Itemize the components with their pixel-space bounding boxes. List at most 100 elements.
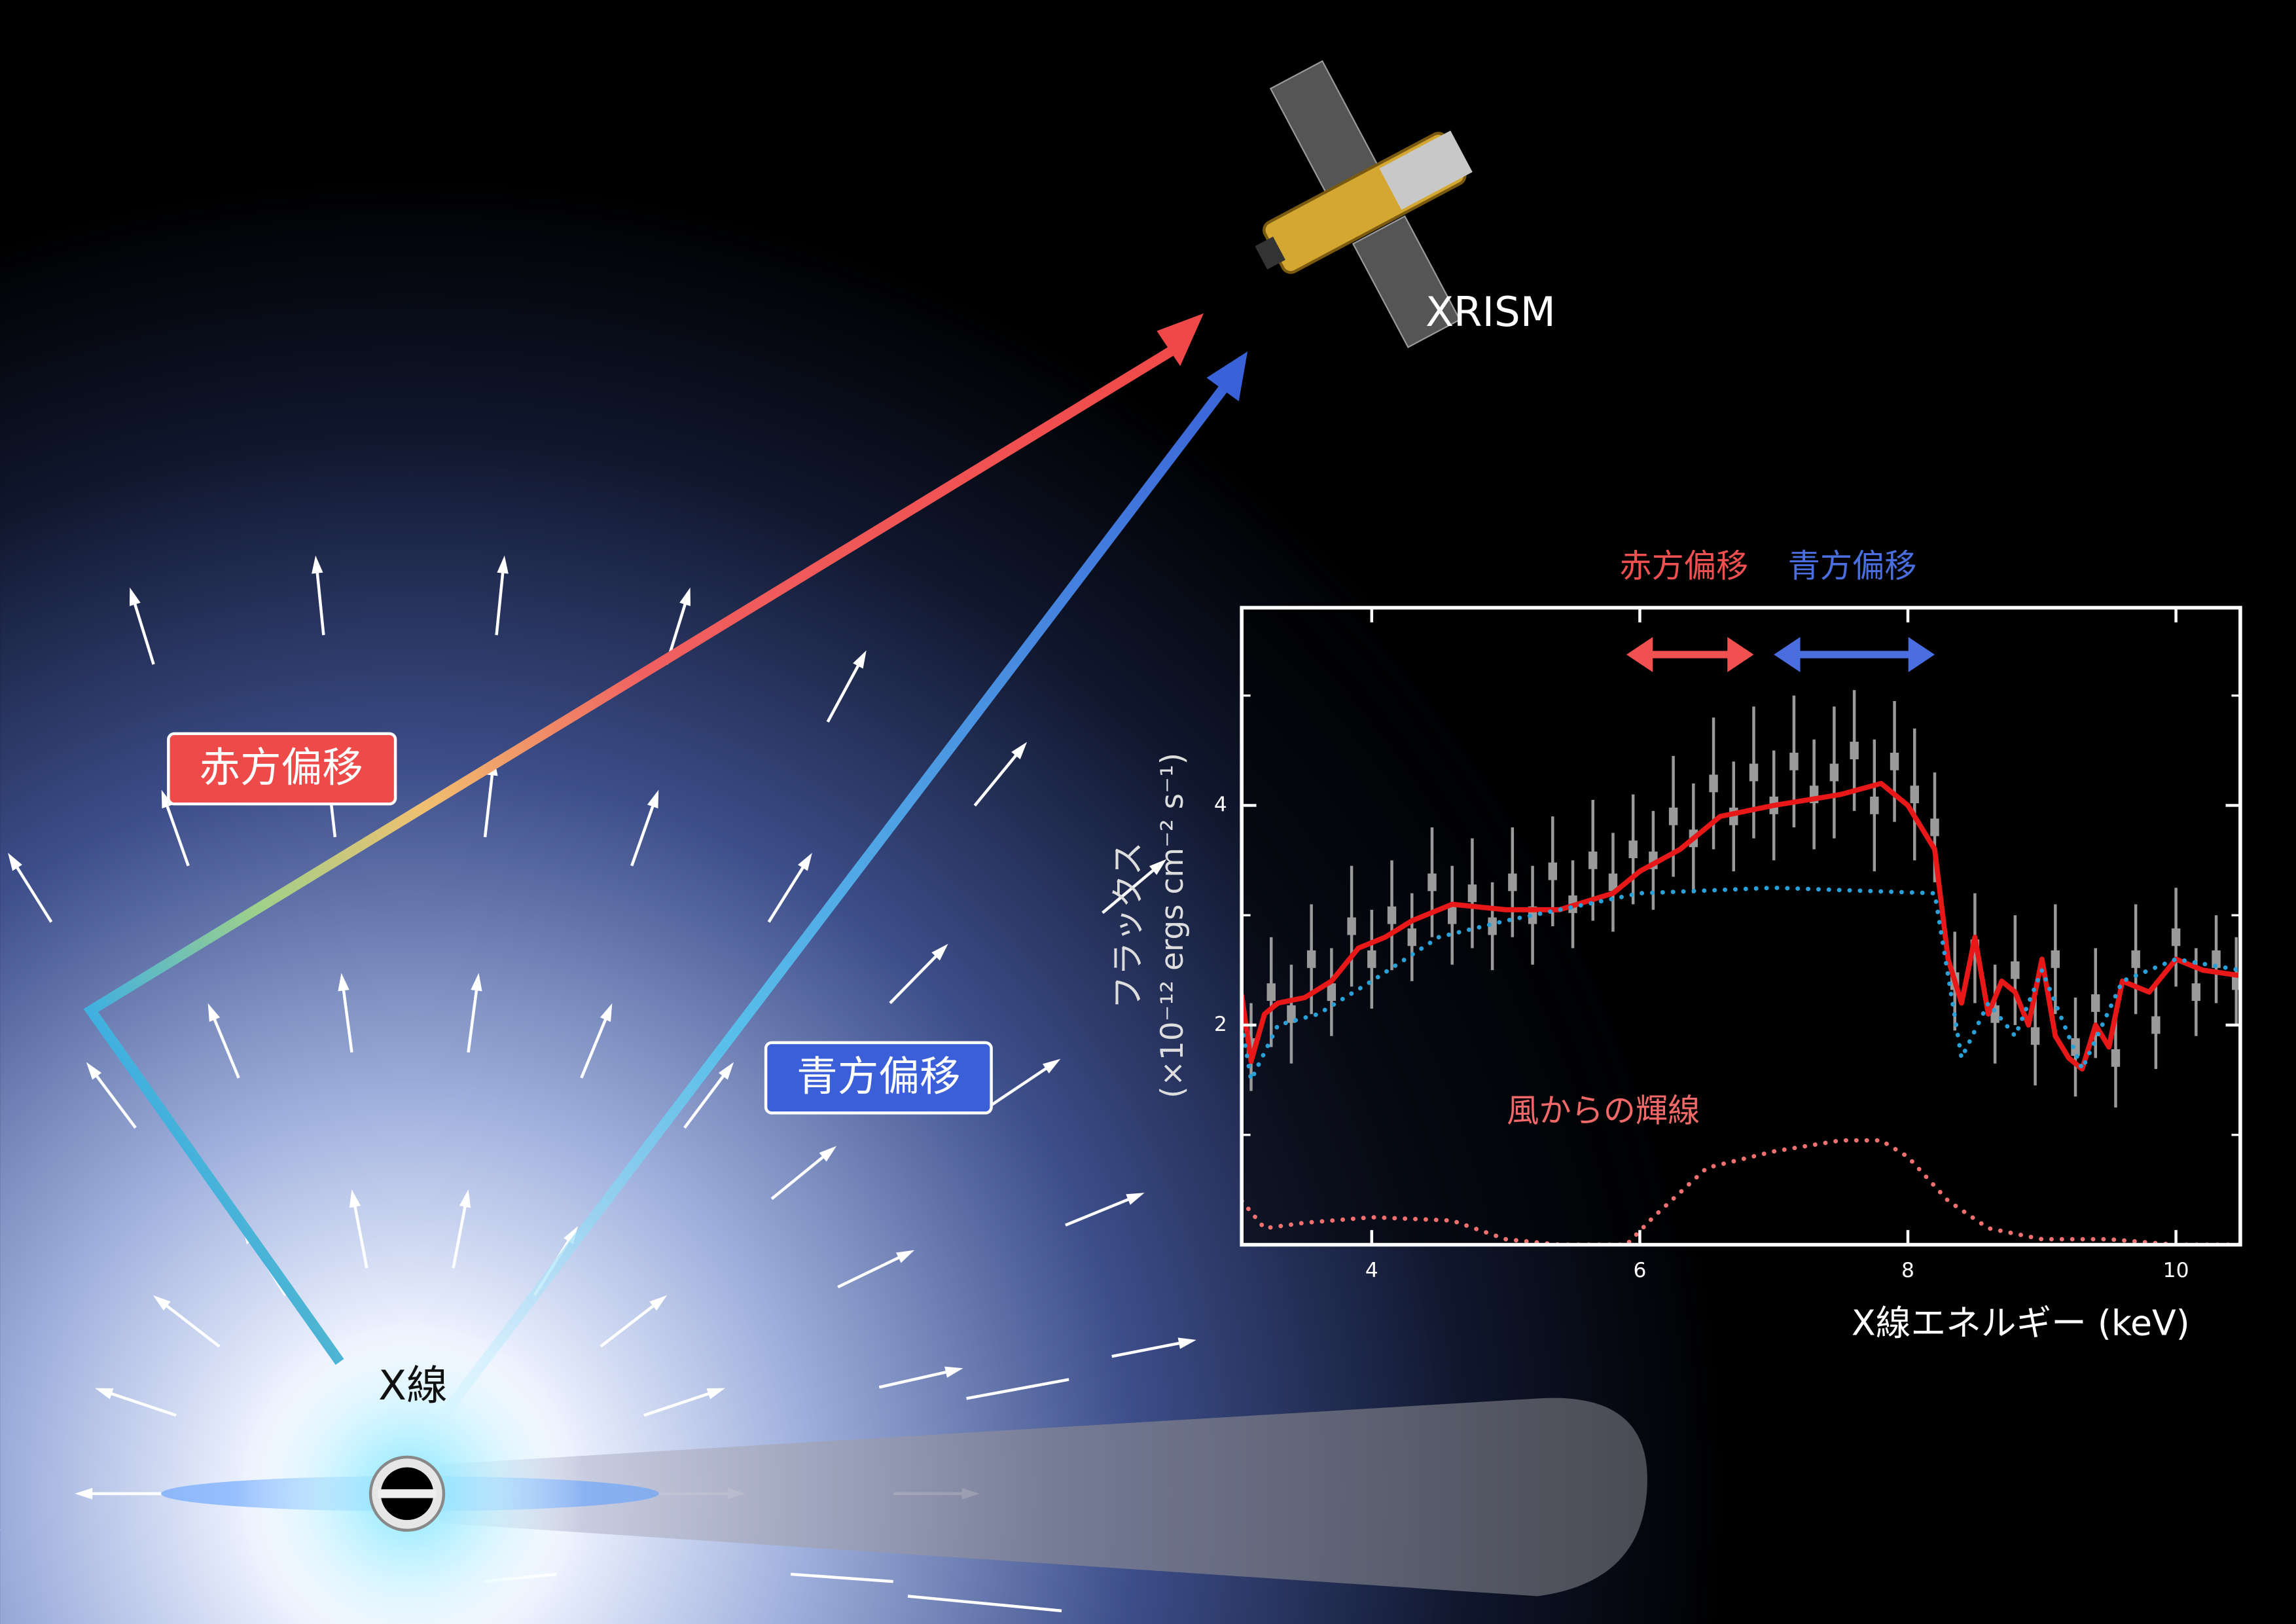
axes: 4 6 8 10 2 4 [1214,607,2240,1282]
outflow-arrow [643,1388,721,1417]
outflow-arrow [966,1378,1069,1400]
outflow-arrow [878,1368,958,1389]
y-axis-label: フラックス [1109,842,1148,1009]
outflow-arrowhead [895,1250,915,1263]
data-point [1548,862,1558,880]
outflow-arrowhead [8,852,22,871]
x-axis-label: X線エネルギー (keV) [1852,1302,2190,1343]
data-point [1910,785,1919,804]
outflow-arrow [467,978,480,1053]
outflow-arrowhead [1149,859,1167,875]
wind-line-annotation: 風からの輝線 [1507,1092,1700,1130]
data-point [1850,742,1859,759]
outflow-arrowhead [853,650,867,669]
outflow-arrow [600,1297,664,1348]
black-hole-disk [378,1489,437,1498]
y-tick-label: 2 [1214,1013,1227,1036]
outflow-arrowhead [86,1062,102,1080]
satellite [1255,60,1473,348]
plot-frame [1240,605,2242,1247]
outflow-arrow [351,1195,368,1269]
model-dotted-line [1242,885,2240,1083]
outflow-arrowhead [75,1488,93,1500]
outflow-arrowhead [94,1388,114,1399]
data-point [2151,1016,2161,1034]
x-tick-label: 4 [1365,1259,1378,1282]
outflow-arrow [99,1388,177,1417]
range-arrowhead [1727,637,1754,672]
data-point [2111,1049,2121,1067]
source-label: X線 [378,1362,448,1409]
outflow-arrow [837,1251,910,1289]
satellite-nozzle [1255,236,1285,270]
outflow-arrow [907,1595,1062,1613]
outflow-arrow [630,795,658,867]
data-point [1608,873,1618,892]
data-point [1467,884,1477,903]
range-arrowhead [1774,637,1801,672]
outflow-arrowhead [706,1388,725,1399]
y-axis-unit: (×10⁻¹² ergs cm⁻² s⁻¹) [1155,753,1191,1098]
outflow-arrow [580,1008,611,1079]
outflow-arrowhead [152,1295,171,1311]
outflow-arrow [1102,861,1163,914]
outflow-arrow [483,763,495,838]
range-arrowhead [1626,637,1653,672]
outflow-arrow [1065,1193,1140,1227]
redshift-ray [83,341,1183,1365]
outflow-arrowhead [338,973,350,992]
outflow-arrowhead [944,1366,963,1378]
data-point [2091,994,2100,1012]
data-point [1829,763,1839,782]
data-point [1749,763,1759,782]
outflow-arrowhead [647,789,659,809]
outflow-arrow [162,795,190,867]
x-tick-label: 10 [2163,1259,2189,1282]
blueshift-ray [435,380,1232,1424]
data-point [1367,950,1376,968]
outflow-arrowhead [459,1189,471,1208]
outflow-arrowhead [819,1146,837,1162]
blueshift-label: 青方偏移 [797,1053,961,1100]
data-point [2011,961,2020,979]
outflow-arrowhead [349,1189,361,1208]
data-point [2171,928,2181,947]
outflow-arrowhead [1042,1058,1061,1074]
blueshift-arrowhead [1206,351,1248,401]
outflow-arrow [130,592,155,665]
data-point [1890,752,1899,770]
model-dotted-line [1242,1138,2240,1245]
range-arrowhead [1908,637,1935,672]
outflow-arrowhead [471,973,482,992]
data-point [1287,1005,1296,1023]
blueshift-box [764,1041,993,1115]
data-point [1588,851,1598,869]
outflow-arrow [973,745,1025,807]
y-tick-label: 4 [1214,793,1227,816]
data-point [1709,774,1718,793]
outflow-arrow [770,1148,833,1200]
data-point [2131,950,2140,968]
outflow-arrowhead [718,1062,734,1080]
data-point [1628,840,1638,858]
outflow-arrowhead [649,1295,668,1311]
outflow-arrowhead [600,1003,613,1022]
data-point [1407,928,1416,947]
outflow-arrowhead [497,555,509,574]
satellite-module [1379,130,1473,210]
outflow-arrowhead [679,587,691,606]
outflow-arrowhead [1126,1193,1145,1205]
outflow-arrowhead [798,852,812,871]
data-point [2030,1027,2040,1045]
outflow-arrow [314,561,325,636]
data-point [1387,906,1397,924]
outflow-arrow [9,857,53,923]
outflow-arrow [452,1195,469,1269]
outflow-arrow [990,1060,1057,1107]
data-point [1508,873,1517,892]
data-point [1447,906,1457,924]
outflow-arrowhead [1177,1337,1196,1349]
outflow-arrow [88,1066,137,1129]
